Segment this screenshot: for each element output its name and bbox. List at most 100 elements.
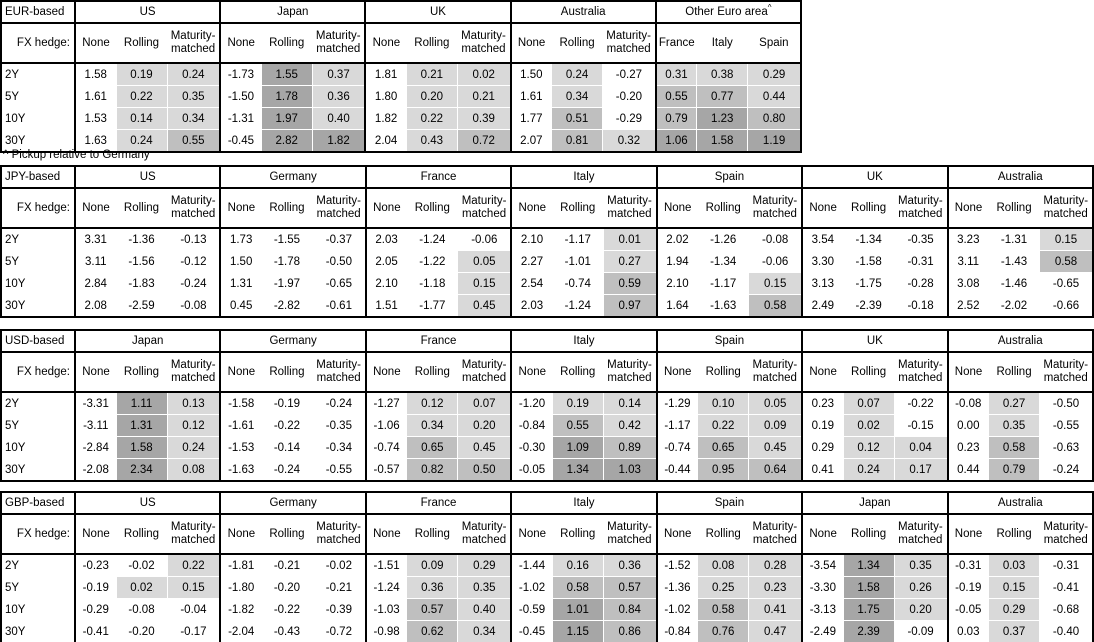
value-cell: 2.39	[842, 620, 895, 642]
column-header: Rolling	[261, 188, 313, 229]
value-cell: -0.24	[1039, 458, 1094, 482]
tenor-label: 30Y	[0, 620, 76, 642]
column-header: None	[655, 352, 698, 393]
value-cell: 1.81	[364, 62, 407, 86]
value-cell: -0.61	[311, 294, 367, 318]
column-header: Maturity-matched	[457, 514, 512, 555]
column-header: None	[74, 188, 116, 229]
value-cell: 1.19	[747, 129, 802, 153]
tenor-label: 5Y	[0, 576, 76, 599]
value-cell: 0.45	[219, 294, 262, 318]
column-header: Rolling	[552, 514, 604, 555]
value-cell: 0.10	[697, 391, 750, 415]
value-cell: -2.39	[842, 294, 895, 318]
country-name: Australia	[997, 335, 1043, 347]
value-cell: -0.35	[311, 414, 367, 437]
value-cell: 0.24	[115, 129, 168, 153]
country-name: Spain	[714, 335, 745, 347]
value-cell: -0.57	[364, 458, 408, 482]
value-cell: 1.31	[219, 272, 262, 295]
value-cell: 0.28	[748, 553, 803, 577]
value-cell: 0.23	[946, 436, 990, 459]
value-cell: 1.64	[655, 294, 699, 318]
country-header: Japan	[73, 330, 221, 353]
column-header: Maturity-matched	[894, 188, 948, 229]
column-header: Maturity-matched	[312, 188, 366, 229]
column-header: Maturity-matched	[1039, 352, 1093, 393]
country-header: Other Euro area^	[654, 1, 801, 24]
value-cell: -0.21	[311, 576, 367, 599]
tenor-label: 2Y	[0, 227, 76, 251]
value-cell: 0.34	[406, 414, 459, 437]
value-cell: 0.07	[457, 391, 512, 415]
value-cell: -1.27	[364, 391, 408, 415]
value-cell: -0.08	[166, 294, 221, 318]
value-cell: -0.41	[74, 620, 117, 642]
value-cell: 0.36	[311, 85, 366, 108]
column-header: None	[364, 188, 407, 229]
column-header: Maturity-matched	[748, 352, 803, 393]
value-cell: 0.02	[842, 414, 895, 437]
value-cell: 0.29	[747, 62, 802, 86]
country-name: Japan	[277, 6, 309, 18]
value-cell: -0.31	[946, 553, 990, 577]
value-cell: -2.84	[74, 436, 117, 459]
value-cell: 1.58	[74, 62, 117, 86]
value-cell: 1.34	[842, 553, 895, 577]
value-cell: 0.55	[551, 414, 604, 437]
column-header: None	[509, 23, 552, 64]
value-cell: -1.56	[115, 250, 168, 273]
column-header: France	[654, 23, 697, 64]
value-cell: 2.04	[364, 129, 407, 153]
table-eur-based: EUR-based US Japan UK Australia Other Euro ar…	[0, 0, 802, 153]
value-cell: -2.08	[74, 458, 117, 482]
value-cell: 1.82	[364, 107, 407, 130]
value-cell: 0.26	[893, 576, 949, 599]
country-name: Australia	[997, 497, 1043, 509]
value-cell: 0.64	[748, 458, 803, 482]
value-cell: 0.59	[602, 272, 658, 295]
value-cell: -1.34	[697, 250, 750, 273]
tenor-label: 10Y	[0, 598, 76, 621]
column-header: Italy	[696, 23, 748, 64]
value-cell: 0.12	[842, 436, 895, 459]
value-cell: -3.30	[801, 576, 844, 599]
value-cell: 0.15	[748, 272, 803, 295]
country-header: US	[73, 166, 221, 189]
value-cell: 1.75	[842, 598, 895, 621]
value-cell: 1.53	[74, 107, 117, 130]
value-cell: -0.02	[115, 553, 168, 577]
value-cell: -0.17	[166, 620, 221, 642]
value-cell: 1.15	[551, 620, 604, 642]
column-header: Spain	[747, 23, 801, 64]
value-cell: -0.22	[260, 598, 313, 621]
value-cell: 1.03	[602, 458, 658, 482]
value-cell: 0.35	[893, 553, 949, 577]
value-cell: 0.39	[456, 107, 512, 130]
value-cell: -1.61	[219, 414, 262, 437]
value-cell: 0.21	[405, 62, 458, 86]
country-header: US	[73, 1, 221, 24]
value-cell: 0.36	[602, 553, 658, 577]
country-name: US	[139, 171, 156, 183]
value-cell: -0.20	[115, 620, 168, 642]
value-cell: -1.51	[364, 553, 408, 577]
value-cell: 0.15	[166, 576, 221, 599]
value-cell: -0.41	[1039, 576, 1094, 599]
value-cell: -2.82	[260, 294, 313, 318]
value-cell: 1.31	[115, 414, 168, 437]
country-name: UK	[866, 171, 883, 183]
value-cell: -0.34	[311, 436, 367, 459]
column-header: Rolling	[551, 23, 603, 64]
country-header: France	[364, 166, 512, 189]
column-header: None	[74, 23, 116, 64]
column-header: Maturity-matched	[167, 188, 221, 229]
value-cell: -1.63	[697, 294, 750, 318]
country-header: Italy	[510, 166, 657, 189]
value-cell: 0.51	[551, 107, 604, 130]
value-cell: 3.30	[801, 250, 844, 273]
value-cell: 0.41	[801, 458, 844, 482]
value-cell: -1.06	[364, 414, 408, 437]
value-cell: 1.77	[509, 107, 553, 130]
column-header: Maturity-matched	[602, 23, 656, 64]
